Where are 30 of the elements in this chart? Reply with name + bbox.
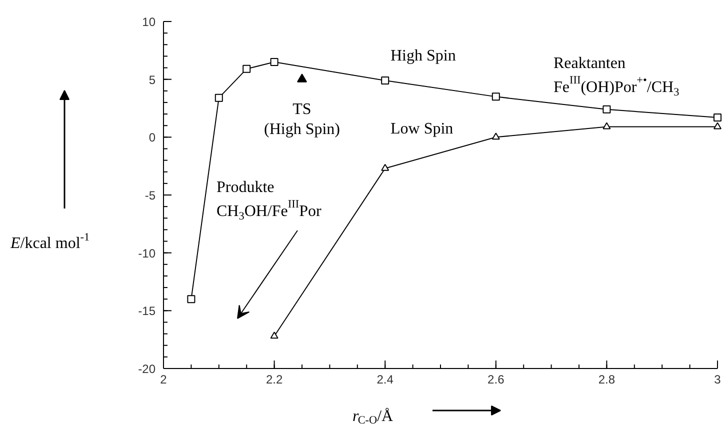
point bbox=[381, 76, 390, 84]
y-tick-label: 5 bbox=[148, 72, 156, 87]
point bbox=[602, 105, 611, 114]
x-tick-label: 2.8 bbox=[598, 372, 616, 386]
point bbox=[214, 94, 223, 102]
point bbox=[714, 114, 722, 122]
annotation: TS (High Spin) bbox=[264, 100, 340, 138]
x-tick-label: 2.6 bbox=[488, 372, 505, 386]
x-tick-label: 2 bbox=[160, 372, 168, 386]
series-label: High Spin bbox=[390, 48, 456, 64]
series-label: Low Spin bbox=[390, 120, 454, 138]
point bbox=[297, 74, 307, 82]
point bbox=[270, 332, 278, 339]
y-tick-label: -15 bbox=[138, 304, 156, 318]
point bbox=[492, 132, 500, 140]
y-tick-label: 0 bbox=[148, 130, 156, 145]
y-tick-label: -20 bbox=[138, 362, 156, 376]
x-tick-label: 3 bbox=[714, 372, 722, 386]
y-tick-label: -10 bbox=[138, 246, 156, 260]
point bbox=[270, 58, 278, 66]
x-tick-label: 2.2 bbox=[266, 372, 283, 386]
point bbox=[242, 64, 251, 73]
point bbox=[602, 122, 611, 130]
point bbox=[714, 122, 722, 130]
point bbox=[492, 92, 500, 101]
y-tick-label: 10 bbox=[142, 15, 156, 29]
x-tick-label: 2.4 bbox=[376, 372, 394, 386]
point bbox=[381, 164, 390, 171]
point bbox=[187, 295, 196, 304]
y-tick-label: -5 bbox=[144, 188, 156, 202]
